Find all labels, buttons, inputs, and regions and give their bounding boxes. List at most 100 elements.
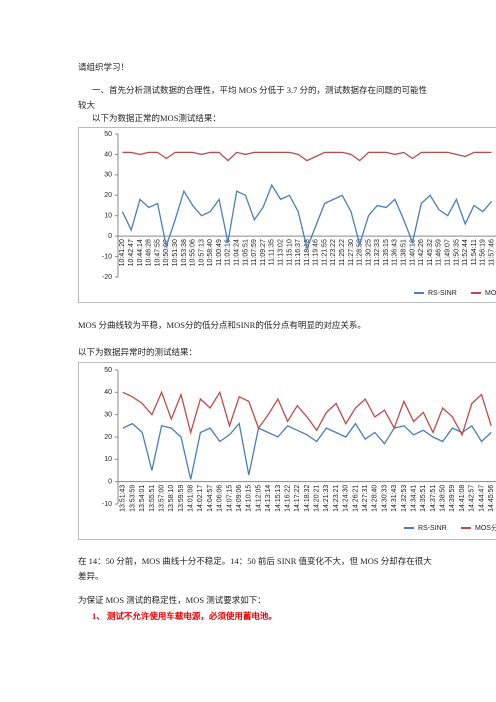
x-tick-label: 14:28:40	[372, 485, 379, 512]
chart-border	[78, 127, 496, 303]
y-tick-label: 50	[104, 367, 112, 374]
x-tick-label: 11:49:07	[444, 239, 451, 266]
x-tick-label: 11:07:59	[251, 239, 258, 266]
x-tick-label: 14:35:51	[420, 485, 427, 512]
x-tick-label: 13:51:43	[120, 485, 127, 512]
legend-label: RS-SINR	[428, 290, 457, 297]
x-tick-label: 11:40:18	[409, 239, 416, 266]
x-tick-label: 11:28:58	[357, 239, 364, 266]
x-tick-label: 11:46:59	[436, 239, 443, 266]
x-tick-label: 14:41:08	[459, 485, 466, 512]
x-tick-label: 13:55:51	[149, 485, 156, 512]
y-tick-label: 50	[104, 131, 112, 138]
x-tick-label: 14:24:30	[343, 485, 350, 512]
x-tick-label: 14:17:22	[294, 485, 301, 512]
x-tick-label: 10:42:47	[128, 239, 135, 266]
y-tick-label: -10	[102, 501, 112, 508]
paragraph: MOS 分曲线较为平稳，MOS分的低分点和SINR的低分点有明显的对应关系。	[78, 320, 366, 330]
x-tick-label: 11:35:15	[383, 239, 390, 266]
x-tick-label: 14:15:13	[275, 485, 282, 512]
series-line	[121, 183, 493, 251]
x-tick-label: 11:21:55	[321, 239, 328, 266]
x-tick-label: 14:45:56	[488, 485, 495, 512]
x-tick-label: 14:32:53	[401, 485, 408, 512]
series-line	[122, 422, 492, 480]
x-tick-label: 14:09:06	[236, 485, 243, 512]
x-tick-label: 11:54:11	[471, 239, 478, 265]
x-tick-label: 11:23:22	[330, 239, 337, 266]
y-tick-label: 20	[104, 434, 112, 441]
requirement: 1、 测试不允许使用车载电源，必须使用蓄电池。	[92, 611, 277, 621]
x-tick-label: 11:45:32	[427, 239, 434, 266]
x-tick-label: 11:05:51	[242, 239, 249, 266]
x-tick-label: 14:10:15	[246, 485, 253, 512]
x-tick-label: 14:21:33	[323, 485, 330, 512]
x-tick-label: 10:50:02	[163, 239, 170, 266]
x-tick-label: 14:27:31	[362, 485, 369, 512]
y-tick-label: 40	[104, 389, 112, 396]
x-tick-label: 13:57:00	[158, 485, 165, 512]
x-tick-label: 14:01:08	[188, 485, 195, 512]
x-tick-label: 11:13:02	[277, 239, 284, 266]
x-tick-label: 14:12:05	[255, 485, 262, 512]
x-tick-label: 11:50:35	[453, 239, 460, 266]
x-tick-label: 11:32:33	[374, 239, 381, 266]
x-tick-label: 11:42:26	[418, 239, 425, 266]
y-tick-label: 0	[108, 233, 112, 240]
x-tick-label: 11:36:43	[392, 239, 399, 266]
series-line	[122, 390, 492, 437]
x-tick-label: 10:53:38	[181, 239, 188, 266]
paragraph: 为保证 MOS 测试的稳定性，MOS 测试要求如下：	[78, 595, 266, 605]
x-tick-label: 14:42:57	[469, 485, 476, 512]
y-tick-label: 30	[104, 172, 112, 179]
x-tick-label: 10:41:20	[119, 239, 126, 266]
x-tick-label: 13:59:59	[178, 485, 185, 512]
x-tick-label: 10:58:40	[207, 239, 214, 266]
x-tick-label: 14:16:22	[284, 485, 291, 512]
x-tick-label: 14:44:47	[478, 485, 485, 512]
x-tick-label: 14:20:21	[314, 485, 321, 512]
x-tick-label: 13:54:01	[139, 485, 146, 512]
x-tick-label: 10:57:13	[198, 239, 205, 266]
y-tick-label: 40	[104, 151, 112, 158]
x-tick-label: 11:52:44	[462, 239, 469, 266]
x-tick-label: 10:46:28	[146, 239, 153, 266]
greeting: 请组织学习！	[78, 62, 130, 72]
x-tick-label: 14:07:15	[226, 485, 233, 512]
x-tick-label: 14:02:17	[197, 485, 204, 512]
x-tick-label: 13:58:10	[168, 485, 175, 512]
y-tick-label: 10	[104, 456, 112, 463]
x-tick-label: 11:19:46	[313, 239, 320, 266]
x-tick-label: 14:37:51	[430, 485, 437, 512]
y-tick-label: 10	[104, 213, 112, 220]
x-tick-label: 11:57:46	[488, 239, 495, 266]
legend-label: MOS	[485, 290, 496, 297]
chart-border	[78, 362, 496, 540]
x-tick-label: 11:38:51	[401, 239, 408, 266]
y-tick-label: 30	[104, 412, 112, 419]
x-tick-label: 11:25:22	[339, 239, 346, 266]
x-tick-label: 11:11:35	[269, 239, 276, 265]
legend-label: RS-SINR	[418, 525, 447, 532]
x-tick-label: 14:38:50	[440, 485, 447, 512]
y-tick-label: 0	[108, 479, 112, 486]
x-tick-label: 14:13:14	[265, 485, 272, 512]
paragraph: 以下为数据正常的MOS测试结果：	[92, 113, 221, 123]
x-tick-label: 11:04:24	[234, 239, 241, 266]
chart: -20 -10 0 10 20 30 40 50 10:41:20 10:42:47 10:44:1…	[78, 127, 496, 303]
series-line	[122, 151, 492, 162]
paragraph: 在 14：50 分前，MOS 曲线十分不稳定。14：50 前后 SINR 值变化…	[78, 556, 432, 581]
y-tick-label: -20	[102, 274, 112, 281]
x-tick-label: 10:51:30	[172, 239, 179, 266]
paragraph: 以下为数据异常时的测试结果：	[78, 347, 198, 357]
x-tick-label: 11:00:49	[216, 239, 223, 266]
x-tick-label: 10:55:06	[190, 239, 197, 266]
x-tick-label: 11:56:19	[480, 239, 487, 266]
x-tick-label: 14:39:59	[449, 485, 456, 512]
legend-label: MOS分	[475, 523, 496, 532]
y-tick-label: -10	[102, 253, 112, 260]
x-tick-label: 14:18:32	[304, 485, 311, 512]
x-tick-label: 11:09:27	[260, 239, 267, 266]
